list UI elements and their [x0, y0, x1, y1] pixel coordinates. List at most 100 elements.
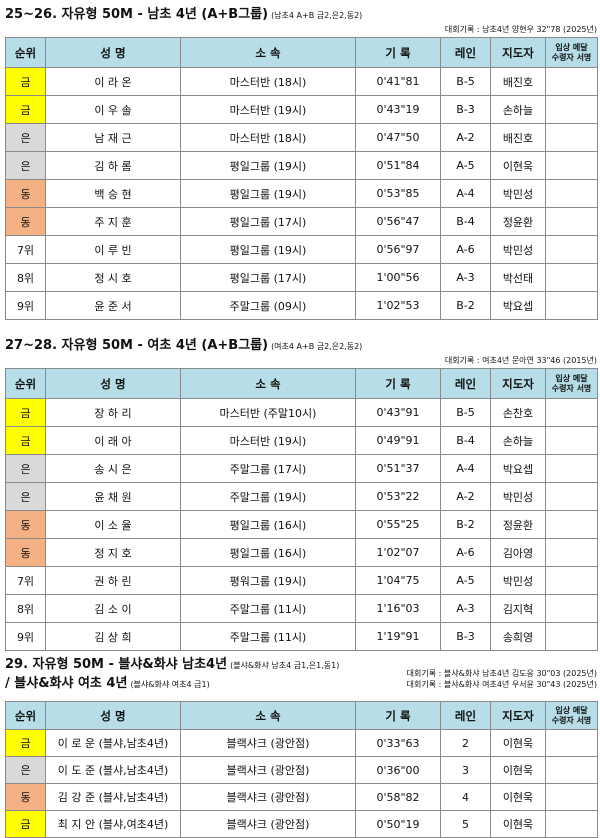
cell: 0'43"19 [355, 95, 441, 124]
cell: 배진호 [490, 123, 546, 152]
records: 대회기록 : 여초4년 문아연 33"46 (2015년) [5, 355, 597, 366]
cell [545, 566, 598, 595]
cell: 박민성 [490, 566, 546, 595]
cell: 마스터반 (18시) [180, 123, 356, 152]
result-row: 9위 윤 준 서 주말그룹 (09시) 1'02"53 B-2 박요셉 [5, 291, 598, 320]
cell [545, 783, 598, 811]
cell: A-6 [440, 235, 491, 264]
header-cell: 순위 [5, 37, 46, 68]
cell: B-2 [440, 291, 491, 320]
cell: 마스터반 (19시) [180, 426, 356, 455]
cell: 김 상 희 [45, 622, 181, 651]
cell: B-5 [440, 67, 491, 96]
cell: 0'53"22 [355, 482, 441, 511]
rank-cell: 금 [5, 729, 46, 757]
cell: 배진호 [490, 67, 546, 96]
record-note: 대회기록 : 블샤&화샤 남초4년 김도응 30"03 (2025년) [406, 669, 597, 678]
header-cell: 레인 [440, 37, 491, 68]
title-note: (여초4 A+B 금2,은2,동2) [271, 342, 363, 351]
cell [545, 123, 598, 152]
header-cell: 기 록 [355, 368, 441, 399]
cell: 이현욱 [490, 783, 546, 811]
cell: 1'04"75 [355, 566, 441, 595]
records: 대회기록 : 남초4년 양현우 32"78 (2025년) [5, 24, 597, 35]
cell: B-4 [440, 207, 491, 236]
cell: A-2 [440, 123, 491, 152]
cell: 1'19"91 [355, 622, 441, 651]
rank-cell: 금 [5, 426, 46, 455]
title-note: (블샤&화샤 여초4 금1) [130, 680, 210, 689]
cell: 평워그룹 (19시) [180, 566, 356, 595]
header-cell: 소 속 [180, 37, 356, 68]
cell [545, 207, 598, 236]
header-cell: 레인 [440, 701, 491, 730]
cell: 박민성 [490, 179, 546, 208]
title-text: 25~26. 자유형 50M - 남초 4년 (A+B그룹) [5, 7, 269, 22]
cell [545, 510, 598, 539]
header-line: 입상 메달 [555, 373, 588, 383]
cell: 정 시 호 [45, 263, 181, 292]
cell: 이 로 운 (블샤,남초4년) [45, 729, 181, 757]
header-cell: 순위 [5, 368, 46, 399]
cell: 김지혁 [490, 594, 546, 623]
cell: 이 루 빈 [45, 235, 181, 264]
cell: 박민성 [490, 482, 546, 511]
cell [545, 756, 598, 784]
rank-cell: 동 [5, 538, 46, 567]
cell: 이현욱 [490, 729, 546, 757]
section-title: 25~26. 자유형 50M - 남초 4년 (A+B그룹) (남초4 A+B 금… [5, 5, 597, 24]
result-row: 8위 김 소 이 주말그룹 (11시) 1'16"03 A-3 김지혁 [5, 594, 598, 623]
title-note: (블샤&화샤 남초4 금1,은1,동1) [230, 661, 340, 670]
header-line: 수령자 서명 [551, 52, 592, 62]
cell: 블랙샤크 (광안점) [180, 729, 356, 757]
cell: 이 래 아 [45, 426, 181, 455]
rank-cell: 동 [5, 510, 46, 539]
cell: B-3 [440, 95, 491, 124]
rank-cell: 은 [5, 454, 46, 483]
cell [545, 235, 598, 264]
section: 25~26. 자유형 50M - 남초 4년 (A+B그룹) (남초4 A+B 금… [5, 5, 598, 320]
cell [545, 95, 598, 124]
header-cell: 입상 메달 수령자 서명 [545, 37, 598, 68]
cell: 0'43"91 [355, 398, 441, 427]
cell: 주 지 훈 [45, 207, 181, 236]
cell: 송희영 [490, 622, 546, 651]
cell: 0'51"37 [355, 454, 441, 483]
rank-cell: 금 [5, 810, 46, 838]
cell: 0'56"47 [355, 207, 441, 236]
rank-cell: 은 [5, 123, 46, 152]
cell [545, 622, 598, 651]
cell: 0'51"84 [355, 151, 441, 180]
cell: 평일그룹 (19시) [180, 235, 356, 264]
cell: 박선태 [490, 263, 546, 292]
result-row: 8위 정 시 호 평일그룹 (17시) 1'00"56 A-3 박선태 [5, 263, 598, 292]
cell: A-5 [440, 566, 491, 595]
cell: 윤 채 원 [45, 482, 181, 511]
result-row: 7위 권 하 린 평워그룹 (19시) 1'04"75 A-5 박민성 [5, 566, 598, 595]
cell [545, 594, 598, 623]
cell: 0'49"91 [355, 426, 441, 455]
cell: 마스터반 (주말10시) [180, 398, 356, 427]
cell: 김 강 준 (블샤,남초4년) [45, 783, 181, 811]
cell: 0'56"97 [355, 235, 441, 264]
cell: 김 하 롬 [45, 151, 181, 180]
cell: 정윤환 [490, 207, 546, 236]
cell: 주말그룹 (11시) [180, 622, 356, 651]
rank-cell: 은 [5, 482, 46, 511]
section-head: 25~26. 자유형 50M - 남초 4년 (A+B그룹) (남초4 A+B 금… [5, 5, 597, 35]
cell: 평일그룹 (16시) [180, 538, 356, 567]
cell: 주말그룹 (19시) [180, 482, 356, 511]
title-text: 29. 자유형 50M - 블샤&화샤 남초4년 [5, 657, 228, 672]
cell: 이 라 온 [45, 67, 181, 96]
header-cell: 지도자 [490, 701, 546, 730]
rank-cell: 금 [5, 67, 46, 96]
cell: 2 [440, 729, 491, 757]
